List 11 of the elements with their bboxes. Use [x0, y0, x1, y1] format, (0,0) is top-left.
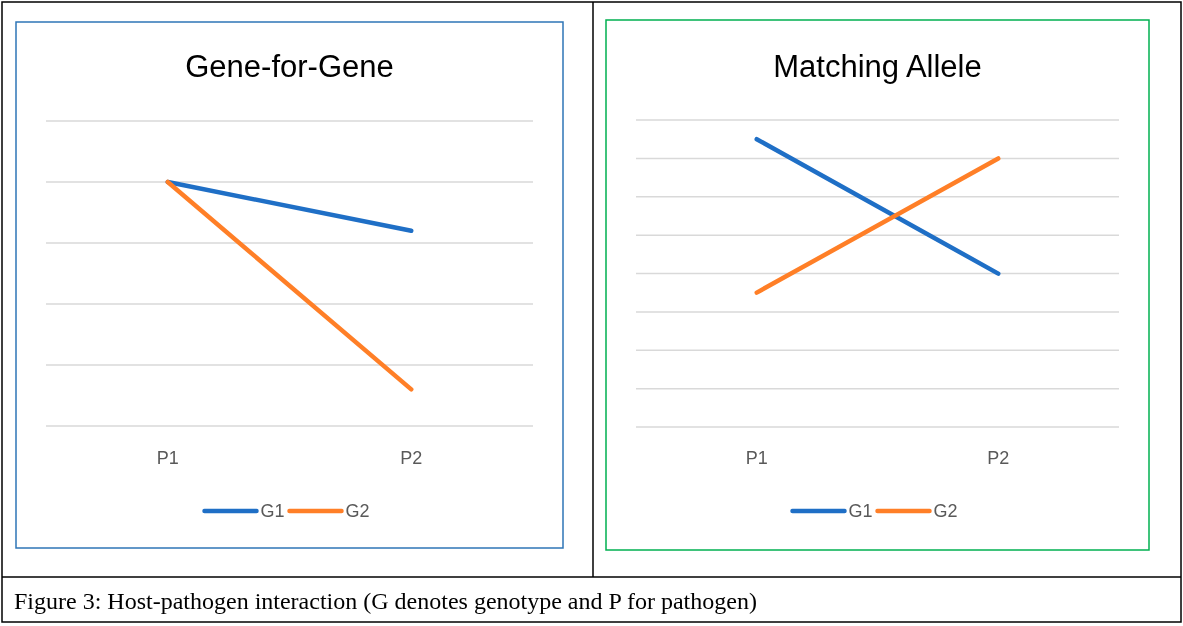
legend-label: G1: [260, 501, 285, 521]
chart-title: Matching Allele: [773, 49, 982, 84]
x-tick-label: P2: [987, 448, 1010, 468]
x-tick-label: P2: [400, 448, 423, 468]
chart-title: Gene-for-Gene: [185, 49, 394, 84]
x-tick-label: P1: [745, 448, 768, 468]
legend-label: G2: [933, 501, 958, 521]
legend-label: G2: [345, 501, 370, 521]
caption: Figure 3: Host-pathogen interaction (G denotes genotype and P for pathogen): [14, 588, 757, 614]
legend-label: G1: [848, 501, 873, 521]
x-tick-label: P1: [156, 448, 179, 468]
